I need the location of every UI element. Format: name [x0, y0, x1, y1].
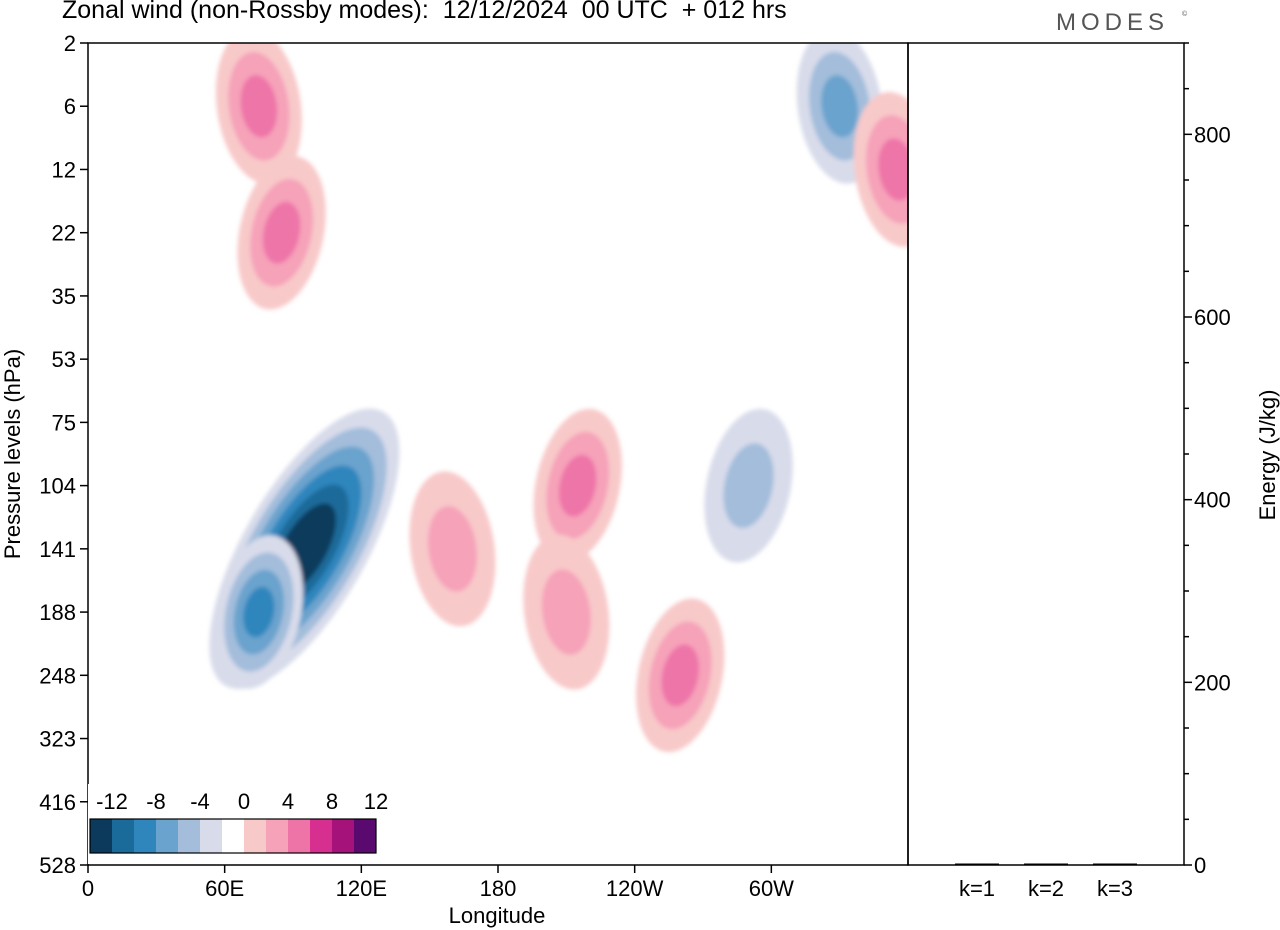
colorbar-swatch [112, 819, 134, 853]
pressure-tick-label: 12 [52, 157, 76, 182]
longitude-tick-label: 60W [749, 876, 794, 901]
energy-plot-frame [907, 42, 1185, 866]
energy-tick-label: 0 [1194, 853, 1206, 878]
wind-anomaly-contour [558, 454, 597, 517]
colorbar-swatch [332, 819, 354, 853]
pressure-tick-label: 2 [64, 31, 76, 56]
pressure-tick-label: 188 [39, 600, 76, 625]
y-axis-title: Pressure levels (hPa) [0, 349, 25, 559]
pressure-tick-label: 6 [64, 94, 76, 119]
longitude-tick-label: 180 [480, 876, 517, 901]
energy-bars: k=1 k=2 k=3 [955, 863, 1137, 901]
colorbar-swatch [90, 819, 112, 853]
energy-tick-label: 800 [1194, 122, 1231, 147]
longitude-tick-label: 120E [336, 876, 387, 901]
energy-axis: 0 200 400 600 800 [1184, 42, 1231, 878]
wind-field-heatmap [209, 43, 908, 753]
colorbar-swatch [310, 819, 332, 853]
pressure-tick-label: 528 [39, 853, 76, 878]
colorbar-label: -4 [190, 789, 210, 814]
energy-bar [1024, 863, 1068, 865]
wind-anomaly-contour [541, 569, 591, 655]
pressure-tick-label: 53 [52, 347, 76, 372]
brand-logo: MODES [1056, 9, 1170, 36]
colorbar-label: 8 [326, 789, 338, 814]
wind-anomaly-contour [262, 201, 301, 264]
energy-bar [1093, 863, 1137, 865]
pressure-tick-label: 323 [39, 727, 76, 752]
chart-title: Zonal wind (non-Rossby modes): 12/12/202… [62, 0, 787, 24]
energy-tick-label: 600 [1194, 305, 1231, 330]
colorbar-swatch [354, 819, 376, 853]
energy-bar [955, 863, 999, 865]
wind-anomaly-contour [661, 644, 699, 707]
colorbar-swatch [200, 819, 222, 853]
wind-anomaly-contour [243, 586, 275, 638]
colorbar-swatch [244, 819, 266, 853]
pressure-tick-label: 75 [52, 410, 76, 435]
energy-tick-label: 400 [1194, 488, 1231, 513]
pressure-tick-label: 22 [52, 221, 76, 246]
wind-anomaly-contour [723, 443, 774, 528]
longitude-tick-label: 60E [205, 876, 244, 901]
x-axis-title: Longitude [449, 903, 546, 928]
colorbar-swatch [288, 819, 310, 853]
wind-anomaly-contour [240, 75, 278, 138]
colorbar-swatch [178, 819, 200, 853]
wind-anomaly-contour [821, 75, 859, 138]
longitude-tick-label: 120W [606, 876, 664, 901]
colorbar-label: 12 [364, 789, 388, 814]
pressure-tick-label: 416 [39, 790, 76, 815]
colorbar-label: 4 [282, 789, 294, 814]
longitude-axis: 0 60E 120E 180 120W 60W [82, 865, 794, 901]
energy-axis-title: Energy (J/kg) [1255, 390, 1280, 521]
colorbar-label: -12 [96, 789, 128, 814]
colorbar-outline [89, 818, 377, 854]
pressure-tick-label: 141 [39, 537, 76, 562]
pressure-tick-label: 248 [39, 663, 76, 688]
pressure-tick-label: 35 [52, 284, 76, 309]
wind-anomaly-contour [427, 506, 477, 592]
colorbar-legend: -12 -8 -4 0 4 8 12 [88, 784, 388, 864]
colorbar-swatch [266, 819, 288, 853]
energy-tick-label: 200 [1194, 670, 1231, 695]
energy-category-label: k=2 [1028, 876, 1064, 901]
energy-category-label: k=1 [959, 876, 995, 901]
pressure-axis: 2 6 12 22 35 53 75 104 141 188 248 323 416 528 [39, 31, 88, 878]
colorbar-label: -8 [146, 789, 166, 814]
pressure-tick-label: 104 [39, 474, 76, 499]
longitude-tick-label: 0 [82, 876, 94, 901]
colorbar-swatch [134, 819, 156, 853]
brand-copyright-mark: © [1182, 11, 1188, 18]
energy-category-label: k=3 [1097, 876, 1133, 901]
colorbar-swatch [156, 819, 178, 853]
wind-anomaly-contour [878, 138, 908, 201]
colorbar-swatch [222, 819, 244, 853]
colorbar-label: 0 [238, 789, 250, 814]
